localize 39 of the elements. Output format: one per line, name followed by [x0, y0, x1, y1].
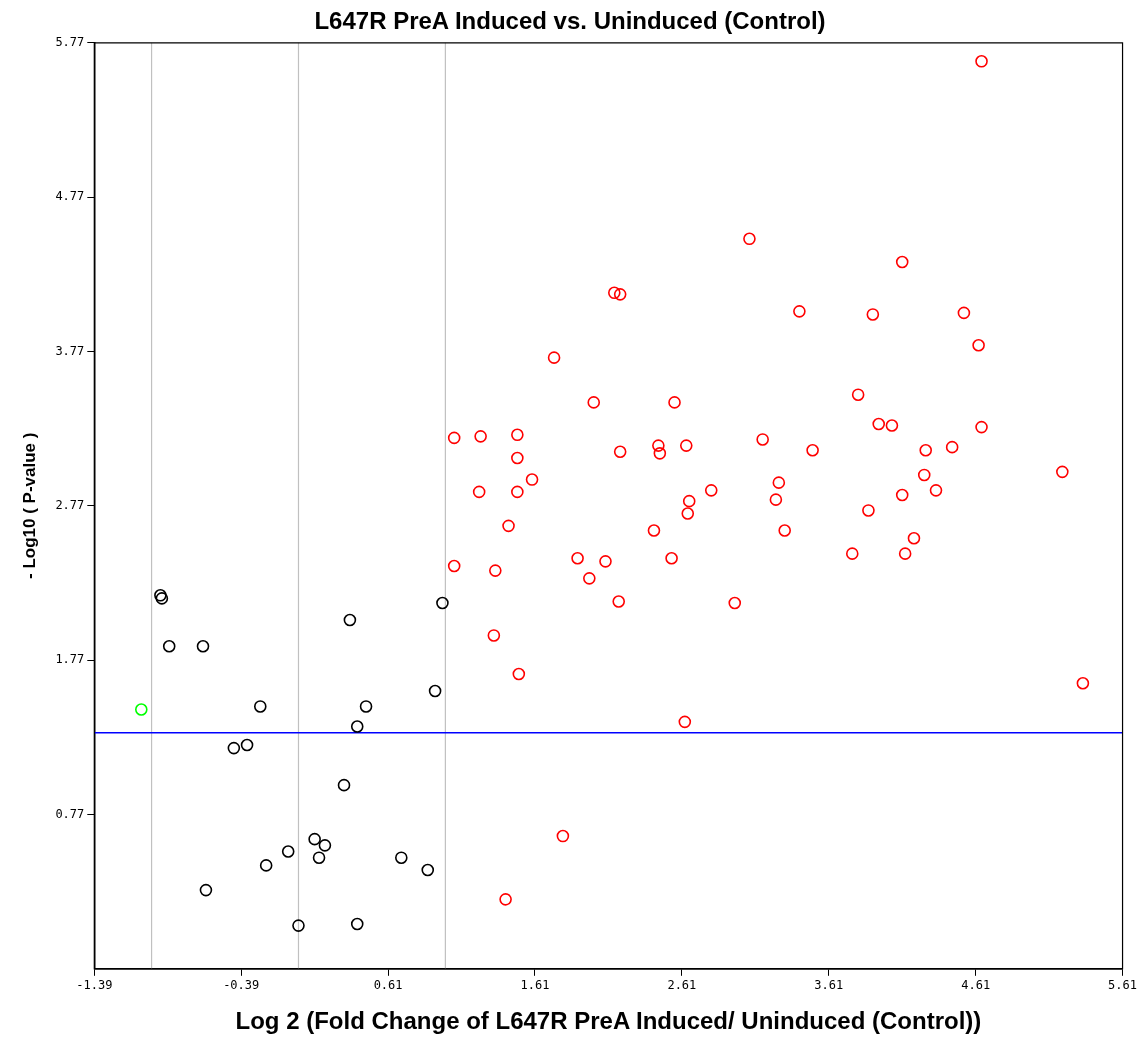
y-tick-label: 4.77: [55, 189, 85, 204]
point: [292, 919, 305, 932]
point: [343, 613, 357, 627]
point: [227, 741, 241, 755]
y-tick-label: 0.77: [55, 806, 85, 821]
y-tick-label: 3.77: [55, 343, 85, 358]
point: [308, 832, 321, 846]
x-tick-label: 2.61: [667, 978, 697, 993]
point: [240, 738, 254, 752]
point: [359, 700, 373, 713]
x-axis-title: Log 2 (Fold Change of L647R PreA Induced/ Uninduced (Control)): [235, 1007, 982, 1035]
point: [312, 851, 326, 864]
point: [421, 863, 435, 877]
y-tick-label: 5.77: [55, 34, 85, 49]
point: [350, 917, 364, 931]
point: [350, 720, 364, 733]
point: [259, 859, 273, 872]
point: [395, 851, 408, 864]
point: [196, 639, 210, 653]
point: [281, 845, 295, 858]
y-tick-label: 2.77: [55, 497, 85, 512]
point: [162, 639, 176, 653]
x-tick-label: 1.61: [520, 978, 550, 993]
point: [337, 778, 351, 792]
point: [199, 883, 213, 897]
x-tick-label: -0.39: [223, 978, 260, 993]
x-tick-label: 3.61: [814, 978, 844, 993]
chart-title: L647R PreA Induced vs. Uninduced (Control): [314, 7, 826, 35]
y-axis-title: - Log10 ( P-value ): [19, 432, 39, 580]
x-tick-label: 4.61: [961, 978, 991, 993]
point: [318, 839, 332, 852]
x-tick-label: 0.61: [373, 978, 403, 993]
x-tick-label: -1.39: [76, 978, 113, 993]
point: [428, 684, 442, 698]
point: [253, 700, 267, 713]
x-tick-label: 5.61: [1108, 978, 1137, 993]
point: [135, 703, 148, 716]
point: [436, 596, 449, 610]
y-tick-label: 1.77: [55, 652, 85, 667]
